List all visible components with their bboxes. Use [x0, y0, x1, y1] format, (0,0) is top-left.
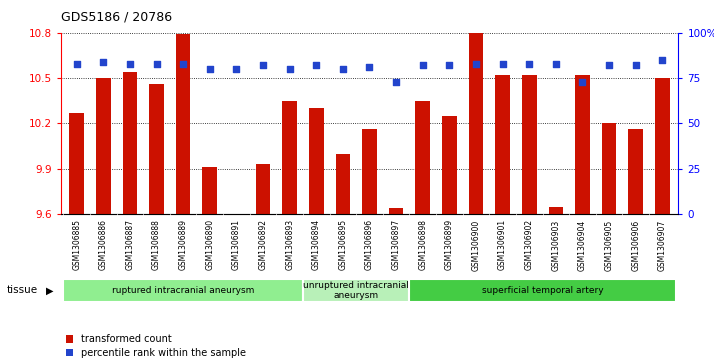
Bar: [496, 75, 510, 214]
Text: GSM1306896: GSM1306896: [365, 219, 374, 270]
Point: [471, 61, 482, 66]
Bar: [362, 130, 377, 214]
Point: [577, 79, 588, 85]
Point: [284, 66, 296, 72]
Text: unruptured intracranial
aneurysm: unruptured intracranial aneurysm: [303, 281, 409, 300]
Point: [391, 79, 402, 85]
Text: GSM1306893: GSM1306893: [285, 219, 294, 270]
Text: GSM1306899: GSM1306899: [445, 219, 454, 270]
Point: [257, 62, 268, 68]
Bar: [64, 279, 303, 302]
Bar: [575, 75, 590, 214]
Bar: [602, 123, 616, 214]
Point: [151, 61, 162, 66]
Bar: [416, 101, 430, 214]
Point: [311, 62, 322, 68]
Text: GSM1306894: GSM1306894: [312, 219, 321, 270]
Point: [71, 61, 82, 66]
Text: GSM1306900: GSM1306900: [471, 219, 481, 270]
Text: GSM1306891: GSM1306891: [232, 219, 241, 270]
Text: GSM1306885: GSM1306885: [72, 219, 81, 270]
Text: GSM1306904: GSM1306904: [578, 219, 587, 270]
Bar: [628, 130, 643, 214]
Legend: transformed count, percentile rank within the sample: transformed count, percentile rank withi…: [66, 334, 246, 358]
Point: [124, 61, 136, 66]
Text: GSM1306892: GSM1306892: [258, 219, 268, 270]
Bar: [409, 279, 675, 302]
Text: GSM1306889: GSM1306889: [178, 219, 188, 270]
Bar: [149, 84, 164, 214]
Text: GDS5186 / 20786: GDS5186 / 20786: [61, 11, 172, 24]
Text: superficial temporal artery: superficial temporal artery: [482, 286, 603, 295]
Point: [363, 64, 375, 70]
Point: [630, 62, 641, 68]
Point: [178, 61, 189, 66]
Bar: [655, 78, 670, 214]
Bar: [69, 113, 84, 214]
Bar: [303, 279, 409, 302]
Bar: [256, 164, 271, 214]
Text: tissue: tissue: [7, 285, 39, 295]
Point: [657, 57, 668, 63]
Bar: [203, 167, 217, 214]
Text: GSM1306901: GSM1306901: [498, 219, 507, 270]
Bar: [123, 72, 137, 214]
Point: [523, 61, 535, 66]
Point: [550, 61, 561, 66]
Point: [231, 66, 242, 72]
Text: GSM1306890: GSM1306890: [205, 219, 214, 270]
Text: ruptured intracranial aneurysm: ruptured intracranial aneurysm: [112, 286, 254, 295]
Text: GSM1306902: GSM1306902: [525, 219, 534, 270]
Text: GSM1306895: GSM1306895: [338, 219, 348, 270]
Bar: [468, 33, 483, 214]
Point: [337, 66, 348, 72]
Bar: [309, 108, 323, 214]
Point: [603, 62, 615, 68]
Bar: [548, 207, 563, 214]
Text: GSM1306905: GSM1306905: [605, 219, 613, 270]
Text: GSM1306898: GSM1306898: [418, 219, 427, 270]
Bar: [336, 154, 350, 214]
Text: GSM1306906: GSM1306906: [631, 219, 640, 270]
Bar: [522, 75, 536, 214]
Text: GSM1306897: GSM1306897: [391, 219, 401, 270]
Text: ▶: ▶: [46, 285, 54, 295]
Point: [98, 59, 109, 65]
Point: [204, 66, 216, 72]
Text: GSM1306903: GSM1306903: [551, 219, 560, 270]
Text: GSM1306907: GSM1306907: [658, 219, 667, 270]
Point: [443, 62, 455, 68]
Bar: [389, 208, 403, 214]
Bar: [282, 101, 297, 214]
Bar: [442, 116, 457, 214]
Point: [497, 61, 508, 66]
Text: GSM1306888: GSM1306888: [152, 219, 161, 270]
Text: GSM1306887: GSM1306887: [126, 219, 134, 270]
Point: [417, 62, 428, 68]
Text: GSM1306886: GSM1306886: [99, 219, 108, 270]
Bar: [176, 34, 191, 214]
Bar: [96, 78, 111, 214]
